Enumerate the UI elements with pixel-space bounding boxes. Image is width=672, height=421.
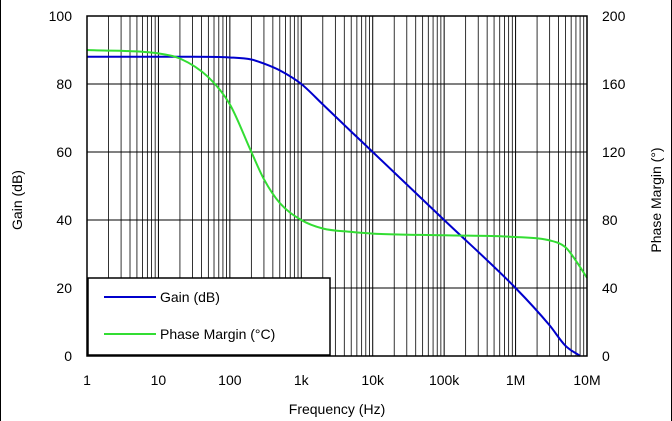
y-right-tick-label: 0 — [602, 348, 610, 364]
series-line-gain — [87, 55, 581, 357]
y-axis-label-right: Phase Margin (°) — [648, 147, 664, 252]
y-left-tick-label: 0 — [64, 348, 72, 364]
x-tick-label: 100 — [218, 372, 242, 388]
y-left-tick-labels: 0 20 40 60 80 100 — [49, 8, 73, 364]
x-axis-label: Frequency (Hz) — [289, 401, 385, 417]
legend: Gain (dB) Phase Margin (°C) — [87, 277, 331, 356]
y-right-tick-label: 160 — [602, 76, 626, 92]
y-left-tick-label: 80 — [56, 76, 72, 92]
series-line-phase-margin — [86, 49, 588, 279]
x-tick-label: 10M — [573, 372, 600, 388]
y-right-tick-labels: 0 40 80 120 160 200 — [602, 8, 626, 364]
x-tick-label: 100k — [429, 372, 460, 388]
y-left-tick-label: 40 — [56, 212, 72, 228]
series-layer — [86, 49, 588, 357]
x-tick-label: 1k — [294, 372, 310, 388]
legend-label-gain: Gain (dB) — [160, 289, 220, 305]
y-left-tick-label: 20 — [56, 280, 72, 296]
y-right-tick-label: 40 — [602, 280, 618, 296]
x-tick-label: 10 — [151, 372, 167, 388]
y-right-tick-label: 200 — [602, 8, 626, 24]
legend-box — [87, 277, 331, 356]
y-right-tick-label: 120 — [602, 144, 626, 160]
x-tick-labels: 1 10 100 1k 10k 100k 1M 10M — [83, 372, 601, 388]
x-tick-label: 1M — [506, 372, 525, 388]
y-right-tick-label: 80 — [602, 212, 618, 228]
x-tick-label: 1 — [83, 372, 91, 388]
y-left-tick-label: 60 — [56, 144, 72, 160]
y-left-tick-label: 100 — [49, 8, 73, 24]
plot-frame — [86, 15, 588, 357]
legend-label-phase-margin: Phase Margin (°C) — [160, 326, 275, 342]
x-tick-label: 10k — [361, 372, 385, 388]
y-axis-label-left: Gain (dB) — [9, 170, 25, 230]
